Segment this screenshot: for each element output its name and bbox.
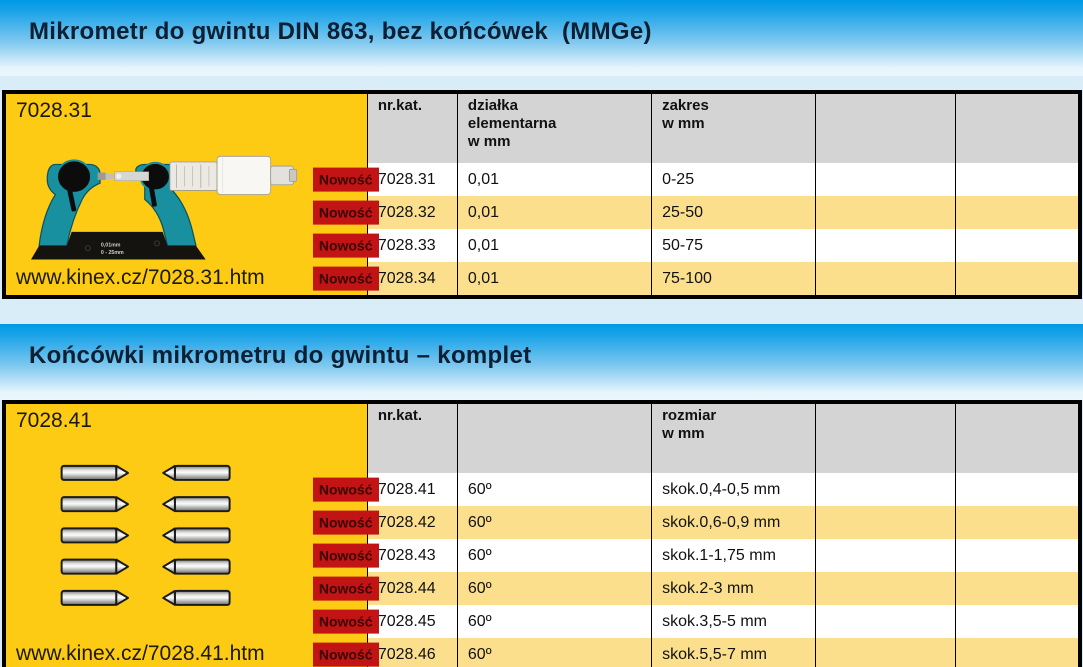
svg-text:0 - 25mm: 0 - 25mm [101, 250, 124, 256]
svg-text:0,01mm: 0,01mm [101, 243, 121, 249]
